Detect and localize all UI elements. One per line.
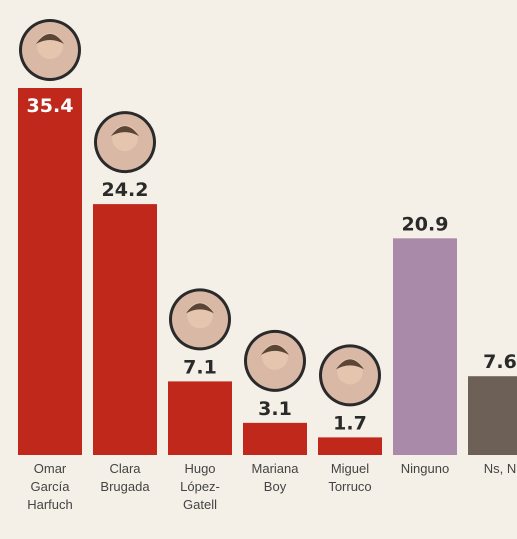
value-label: 35.4 bbox=[27, 95, 74, 117]
x-tick-label: Miguel bbox=[331, 461, 369, 476]
x-tick-label: Omar bbox=[34, 461, 67, 476]
bar bbox=[243, 423, 307, 455]
x-tick-label: Clara bbox=[109, 461, 141, 476]
bar bbox=[168, 381, 232, 455]
x-tick-label: Harfuch bbox=[27, 497, 73, 512]
x-tick-label: Mariana bbox=[252, 461, 300, 476]
x-tick-label: Ns, N bbox=[484, 461, 517, 476]
value-label: 7.6 bbox=[483, 351, 517, 373]
value-label: 3.1 bbox=[258, 398, 292, 420]
bar bbox=[18, 88, 82, 455]
x-tick-label: García bbox=[30, 479, 70, 494]
chart: 35.4 Omar García Harfuch 24.2 Clara Brugada 7.1… bbox=[0, 0, 517, 539]
x-tick-label: Boy bbox=[264, 479, 287, 494]
x-tick-label: Hugo bbox=[184, 461, 215, 476]
x-tick-label: Gatell bbox=[183, 497, 217, 512]
x-tick-label: Torruco bbox=[328, 479, 371, 494]
x-tick-label: López- bbox=[180, 479, 220, 494]
bar bbox=[93, 204, 157, 455]
value-label: 20.9 bbox=[402, 213, 449, 235]
value-label: 1.7 bbox=[333, 412, 367, 434]
x-tick-label: Brugada bbox=[100, 479, 150, 494]
bar bbox=[468, 376, 517, 455]
value-label: 7.1 bbox=[183, 356, 217, 378]
value-label: 24.2 bbox=[102, 179, 149, 201]
bar bbox=[318, 437, 382, 455]
bar bbox=[393, 238, 457, 455]
x-tick-label: Ninguno bbox=[401, 461, 449, 476]
